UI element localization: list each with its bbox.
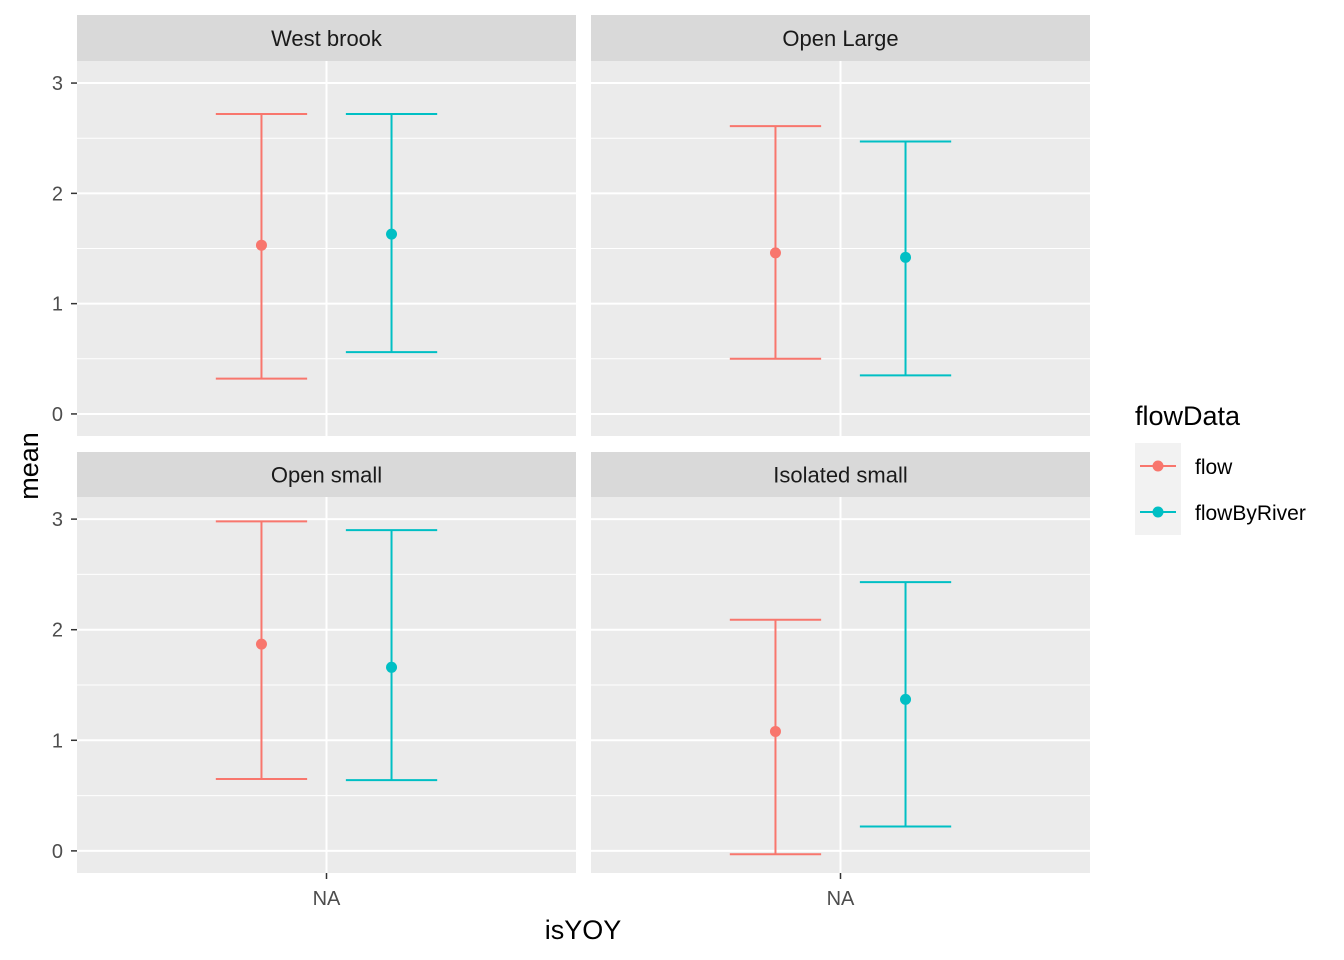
errorbar-flow <box>215 112 308 380</box>
y-tick-label: 1 <box>52 730 63 752</box>
y-tick-label: 0 <box>52 404 63 426</box>
facet-panel: Open Large <box>591 15 1090 436</box>
facet-strip-label: Open Large <box>782 26 898 51</box>
facet-strip <box>77 15 576 61</box>
facet-strip <box>591 15 1090 61</box>
mean-point <box>255 239 267 251</box>
mean-point <box>769 247 781 259</box>
facet-strip-label: Open small <box>271 463 382 488</box>
facet-strip-label: Isolated small <box>773 463 908 488</box>
facet-panel: Isolated small <box>591 452 1090 873</box>
y-tick-label: 0 <box>52 841 63 863</box>
facet-panel: West brook <box>77 15 576 436</box>
y-tick-label: 2 <box>52 183 63 205</box>
legend-label: flowByRiver <box>1195 502 1306 525</box>
axes-layer: 0 1 2 3 0 1 2 3 NA NA <box>52 73 855 910</box>
legend: flowData flow flowByRiver <box>1135 401 1306 535</box>
panels-layer: West brook Open Large Open small Isolated s… <box>77 15 1090 873</box>
errorbar-flow <box>729 125 822 360</box>
errorbar-flowByRiver <box>859 581 952 828</box>
facet-strip-label: West brook <box>271 26 383 51</box>
x-tick-label: NA <box>313 888 341 910</box>
legend-key-point <box>1152 460 1164 472</box>
legend-key-point <box>1152 506 1164 518</box>
errorbar-flowByRiver <box>345 112 438 354</box>
errorbar-flowByRiver <box>859 140 952 377</box>
mean-point <box>386 228 398 240</box>
y-axis-title: mean <box>14 432 44 500</box>
legend-item-flow: flow <box>1135 443 1233 489</box>
mean-point <box>255 638 267 650</box>
legend-item-flowByRiver: flowByRiver <box>1135 489 1306 535</box>
y-tick-label: 3 <box>52 509 63 531</box>
legend-title: flowData <box>1135 401 1241 431</box>
y-tick-label: 2 <box>52 620 63 642</box>
facet-strip <box>77 452 576 497</box>
facet-panel: Open small <box>77 452 576 873</box>
mean-point <box>900 693 912 705</box>
mean-point <box>900 251 912 263</box>
facet-strip <box>591 452 1090 497</box>
legend-label: flow <box>1195 456 1233 479</box>
errorbar-flow <box>215 520 308 780</box>
y-tick-label: 3 <box>52 73 63 95</box>
x-axis-title: isYOY <box>545 915 622 945</box>
errorbar-flow <box>729 618 822 856</box>
x-tick-label: NA <box>827 888 855 910</box>
mean-point <box>386 661 398 673</box>
mean-point <box>769 725 781 737</box>
errorbar-flowByRiver <box>345 529 438 782</box>
y-tick-label: 1 <box>52 294 63 316</box>
